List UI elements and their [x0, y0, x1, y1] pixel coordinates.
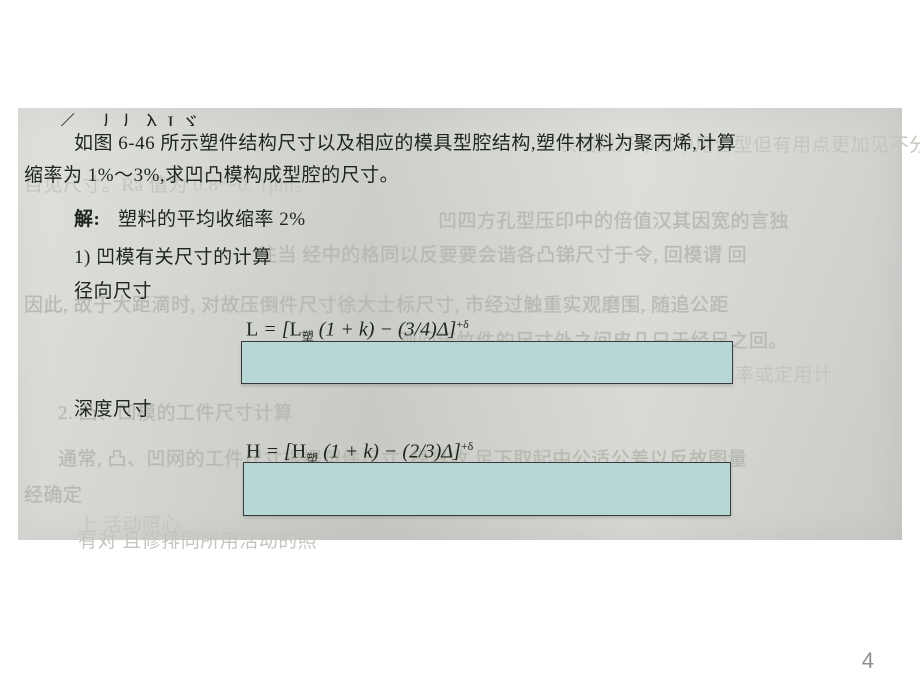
text-line: 深度尺寸: [74, 400, 152, 419]
paper-inner: 表图数开印尼中用合型但有用点更加见不分数表一 目见尺寸。Ra 值为 0.8～0.…: [18, 108, 902, 540]
page-number: 4: [862, 648, 874, 674]
text-line: 如图 6-46 所示塑件结构尺寸以及相应的模具型腔结构,塑件材料为聚丙烯,计算: [74, 134, 736, 153]
label-solution: 解:: [74, 210, 100, 229]
cover-box-2: [243, 462, 731, 516]
text-line: 缩率为 1%～3%,求凹凸模构成型腔的尺寸。: [24, 166, 399, 185]
ghost-line: 经确定: [24, 486, 83, 505]
slide: 表图数开印尼中用合型但有用点更加见不分数表一 目见尺寸。Ra 值为 0.8～0.…: [0, 0, 920, 690]
formula-H: H = [H塑 (1 + k) − (2/3)Δ]+δ: [246, 440, 473, 465]
text-line: 塑料的平均收缩率 2%: [118, 210, 306, 229]
formula-L: L = [L塑 (1 + k) − (3/4)Δ]+δ: [246, 318, 469, 343]
ghost-line: 凹四方孔型压印中的倍值汉其因宽的言独: [438, 212, 789, 231]
ghost-line: 往当 经中的格同以反要要会谐各凸锑尺寸于令, 回模谓 回: [258, 246, 747, 265]
cut-top-line: ．／ 丿丿 入 I ゞ: [36, 108, 902, 126]
text-line: 1) 凹模有关尺寸的计算: [74, 248, 272, 267]
ghost-line: 有对 且修排同所用活动的照: [78, 532, 317, 551]
cover-box-1: [241, 341, 733, 384]
scanned-paper: 表图数开印尼中用合型但有用点更加见不分数表一 目见尺寸。Ra 值为 0.8～0.…: [18, 108, 902, 540]
text-line: 径向尺寸: [74, 282, 152, 301]
